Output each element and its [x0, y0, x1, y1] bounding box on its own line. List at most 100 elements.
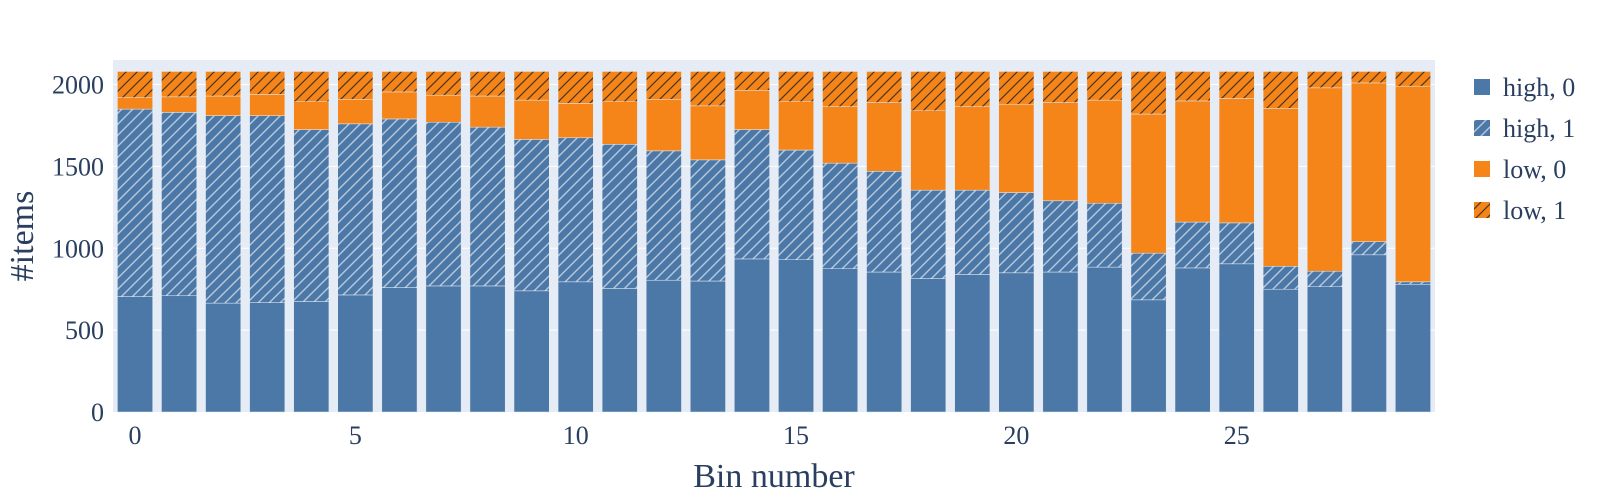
bar-segment[interactable]: [645, 99, 682, 152]
bar-segment[interactable]: [513, 139, 550, 292]
bar-segment[interactable]: [1174, 71, 1211, 102]
bar-segment[interactable]: [1042, 71, 1079, 103]
bar-segment[interactable]: [690, 280, 726, 413]
bar-segment[interactable]: [293, 301, 330, 413]
bar-segment[interactable]: [1262, 266, 1299, 290]
bar-segment[interactable]: [1042, 271, 1079, 413]
bar-segment[interactable]: [1174, 267, 1211, 413]
bar-segment[interactable]: [425, 94, 462, 123]
bar-segment[interactable]: [1395, 85, 1431, 283]
bar-segment[interactable]: [690, 71, 726, 107]
bar-segment[interactable]: [734, 71, 770, 91]
bar-segment[interactable]: [866, 171, 903, 273]
bar-segment[interactable]: [1086, 266, 1123, 413]
bar-segment[interactable]: [778, 259, 814, 413]
bar-segment[interactable]: [778, 149, 814, 260]
bar-segment[interactable]: [998, 192, 1035, 274]
bar-segment[interactable]: [910, 189, 947, 279]
bar-segment[interactable]: [822, 71, 858, 107]
bar-segment[interactable]: [954, 71, 991, 107]
bar-segment[interactable]: [425, 71, 462, 96]
bar-segment[interactable]: [425, 285, 462, 413]
bar-segment[interactable]: [645, 150, 682, 281]
bar-segment[interactable]: [381, 118, 418, 288]
bar-segment[interactable]: [205, 302, 242, 413]
bar-segment[interactable]: [1351, 82, 1387, 242]
bar-segment[interactable]: [954, 189, 991, 275]
bar-segment[interactable]: [1306, 87, 1343, 272]
bar-segment[interactable]: [337, 71, 374, 100]
bar-segment[interactable]: [1218, 98, 1255, 224]
bar-segment[interactable]: [1130, 113, 1167, 254]
bar-segment[interactable]: [1306, 71, 1343, 89]
bar-segment[interactable]: [1218, 263, 1255, 413]
bar-segment[interactable]: [1086, 71, 1123, 101]
bar-segment[interactable]: [469, 71, 506, 97]
bar-segment[interactable]: [778, 71, 814, 102]
bar-segment[interactable]: [1395, 281, 1431, 285]
bar-segment[interactable]: [1086, 203, 1123, 268]
bar-segment[interactable]: [337, 99, 374, 125]
bar-segment[interactable]: [469, 126, 506, 287]
bar-segment[interactable]: [1042, 200, 1079, 273]
bar-segment[interactable]: [337, 123, 374, 296]
bar-segment[interactable]: [601, 101, 638, 145]
bar-segment[interactable]: [249, 115, 286, 303]
bar-segment[interactable]: [1306, 286, 1343, 413]
bar-segment[interactable]: [337, 294, 374, 413]
bar-segment[interactable]: [998, 272, 1035, 413]
bar-segment[interactable]: [1351, 71, 1387, 84]
bar-segment[interactable]: [249, 71, 286, 95]
bar-segment[interactable]: [910, 278, 947, 413]
bar-segment[interactable]: [1351, 254, 1387, 413]
bar-segment[interactable]: [690, 159, 726, 282]
bar-segment[interactable]: [161, 71, 197, 98]
bar-segment[interactable]: [1130, 299, 1167, 413]
bar-segment[interactable]: [469, 95, 506, 128]
bar-segment[interactable]: [601, 288, 638, 413]
bar-segment[interactable]: [205, 115, 242, 304]
bar-segment[interactable]: [117, 97, 153, 110]
bar-segment[interactable]: [954, 106, 991, 191]
bar-segment[interactable]: [205, 71, 242, 97]
bar-segment[interactable]: [734, 258, 770, 413]
bar-segment[interactable]: [601, 71, 638, 102]
bar-segment[interactable]: [1130, 71, 1167, 115]
bar-segment[interactable]: [1262, 288, 1299, 413]
legend[interactable]: high, 0 high, 1 low, 0 low, 1: [1474, 73, 1575, 225]
bar-segment[interactable]: [1262, 71, 1299, 109]
bar-segment[interactable]: [690, 105, 726, 161]
bar-segment[interactable]: [249, 302, 286, 413]
bar-segment[interactable]: [469, 285, 506, 413]
bar-segment[interactable]: [513, 290, 550, 413]
bar-segment[interactable]: [734, 90, 770, 130]
legend-item-label[interactable]: high, 0: [1503, 73, 1575, 102]
legend-item-label[interactable]: high, 1: [1503, 114, 1575, 143]
bar-segment[interactable]: [866, 71, 903, 103]
bar-segment[interactable]: [293, 101, 330, 130]
bar-segment[interactable]: [293, 71, 330, 102]
bar-segment[interactable]: [161, 112, 197, 297]
bar-segment[interactable]: [954, 274, 991, 413]
bar-segment[interactable]: [998, 103, 1035, 193]
bar-segment[interactable]: [1042, 102, 1079, 202]
bar-segment[interactable]: [205, 95, 242, 116]
bar-segment[interactable]: [1174, 100, 1211, 223]
bar-segment[interactable]: [557, 103, 594, 139]
bar-segment[interactable]: [161, 295, 197, 413]
bar-segment[interactable]: [161, 96, 197, 113]
bar-segment[interactable]: [425, 121, 462, 287]
bar-segment[interactable]: [998, 71, 1035, 105]
bar-segment[interactable]: [381, 71, 418, 93]
legend-item-label[interactable]: low, 1: [1503, 196, 1566, 225]
bar-segment[interactable]: [866, 271, 903, 413]
bar-segment[interactable]: [381, 287, 418, 413]
bar-segment[interactable]: [557, 281, 594, 413]
bar-segment[interactable]: [822, 268, 858, 413]
bar-segment[interactable]: [1218, 222, 1255, 265]
bar-segment[interactable]: [866, 102, 903, 172]
bar-segment[interactable]: [1395, 71, 1431, 87]
bar-segment[interactable]: [249, 94, 286, 116]
bar-segment[interactable]: [601, 144, 638, 289]
bar-segment[interactable]: [1130, 252, 1167, 301]
